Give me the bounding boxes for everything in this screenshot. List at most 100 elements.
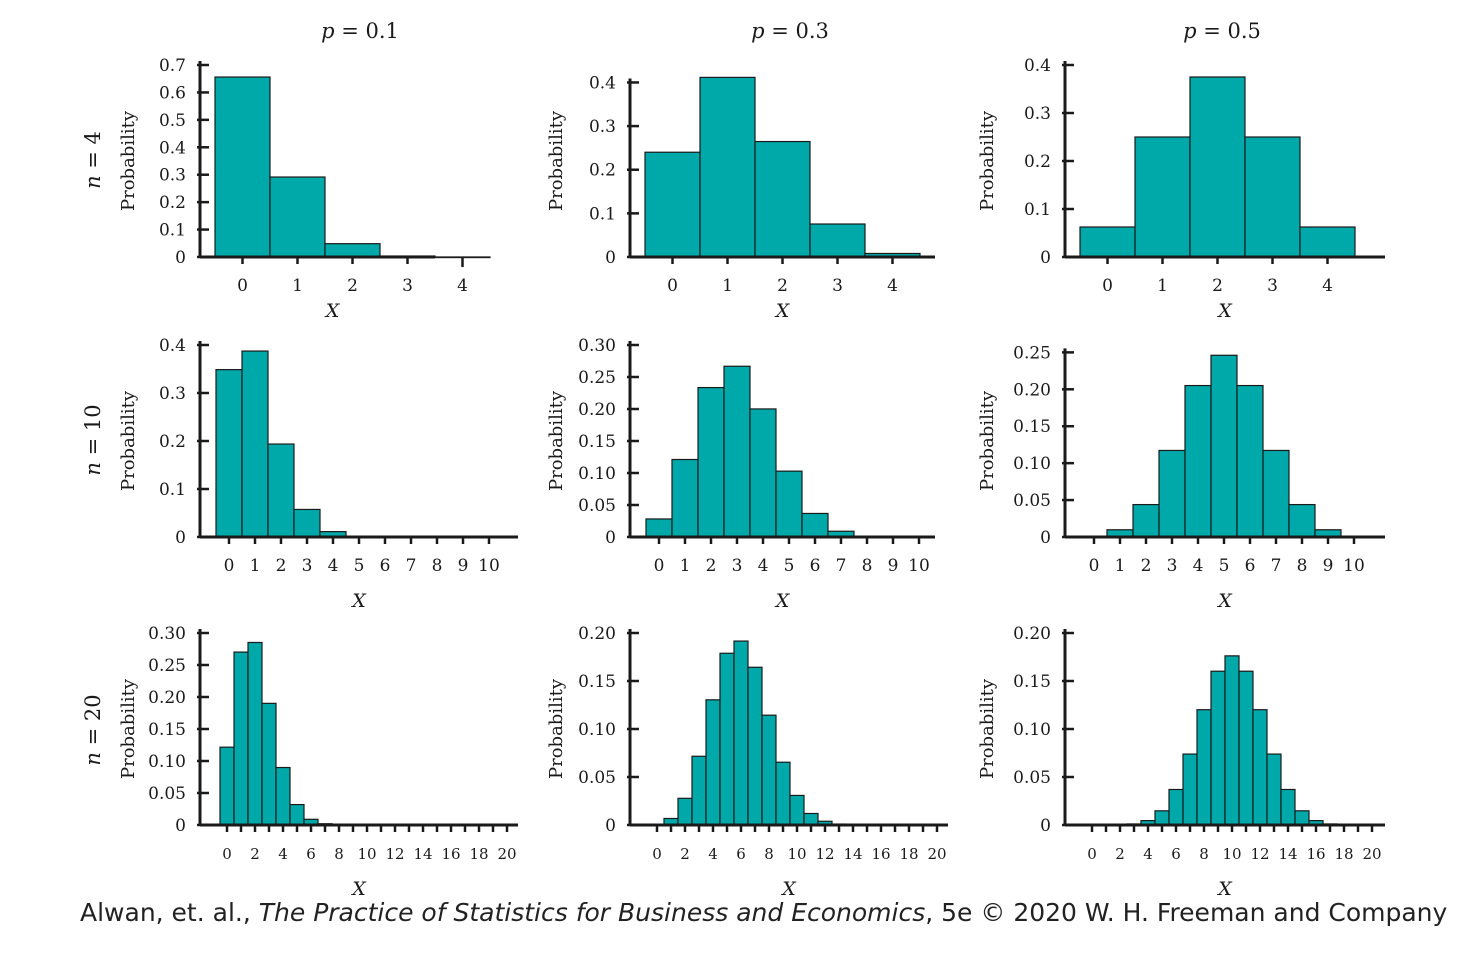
y-tick-label: 0.25 bbox=[578, 368, 616, 388]
x-tick-label: 8 bbox=[1297, 556, 1308, 576]
x-tick-label: 2 bbox=[680, 845, 690, 863]
x-tick-label: 5 bbox=[784, 556, 795, 576]
y-tick-label: 0.1 bbox=[1024, 200, 1051, 220]
bar bbox=[1262, 449, 1290, 538]
y-tick-label: 0.7 bbox=[159, 56, 186, 76]
row-header-3: n = 20 bbox=[81, 694, 105, 765]
bar bbox=[293, 508, 321, 538]
y-tick-label: 0.30 bbox=[148, 624, 186, 644]
y-tick-label: 0.25 bbox=[1013, 343, 1051, 363]
bar bbox=[645, 518, 673, 538]
bar bbox=[761, 714, 777, 826]
y-tick-label: 0.15 bbox=[1013, 672, 1051, 692]
x-tick-label: 6 bbox=[736, 845, 746, 863]
x-tick-label: 4 bbox=[457, 276, 468, 296]
bar bbox=[1132, 503, 1160, 538]
x-tick-label: 5 bbox=[354, 556, 365, 576]
panel-n10-p0.5: 00.050.100.150.200.250 1 2 3 4 5 6 7 8 9 10XProbab… bbox=[977, 343, 1385, 612]
y-tick-label: 0.1 bbox=[159, 480, 186, 500]
bar bbox=[719, 652, 735, 826]
x-tick-label: 9 bbox=[1323, 556, 1334, 576]
bar bbox=[1288, 503, 1316, 538]
y-tick-label: 0.2 bbox=[159, 193, 186, 213]
bar bbox=[747, 666, 763, 826]
bar bbox=[1266, 753, 1282, 826]
y-axis-label: Probability bbox=[977, 110, 998, 211]
x-tick-label: 20 bbox=[497, 845, 516, 863]
x-tick-label: 1 bbox=[1157, 276, 1168, 296]
x-tick-label: 0 bbox=[654, 556, 665, 576]
x-tick-label: 1 bbox=[680, 556, 691, 576]
bar bbox=[289, 803, 305, 826]
x-tick-label: 3 bbox=[402, 276, 413, 296]
bar bbox=[671, 458, 699, 538]
bar bbox=[699, 76, 756, 258]
y-tick-label: 0.25 bbox=[148, 656, 186, 676]
x-tick-label: 18 bbox=[1334, 845, 1353, 863]
y-tick-label: 0.15 bbox=[148, 720, 186, 740]
bar bbox=[1182, 753, 1198, 826]
y-tick-label: 0.15 bbox=[578, 672, 616, 692]
y-tick-label: 0.4 bbox=[159, 138, 186, 158]
bar bbox=[267, 443, 295, 538]
x-tick-label: 8 bbox=[432, 556, 443, 576]
x-tick-label: 4 bbox=[758, 556, 769, 576]
x-tick-label: 4 bbox=[328, 556, 339, 576]
bar bbox=[803, 812, 819, 826]
x-tick-label: 4 bbox=[1193, 556, 1204, 576]
bar bbox=[775, 470, 803, 538]
bar bbox=[1252, 709, 1268, 826]
column-header-1: p = 0.1 bbox=[321, 19, 399, 43]
bar bbox=[723, 365, 751, 538]
x-tick-label: 8 bbox=[764, 845, 774, 863]
credit-authors: Alwan, et. al., bbox=[80, 898, 259, 927]
x-tick-label: 6 bbox=[306, 845, 316, 863]
y-tick-label: 0.5 bbox=[159, 111, 186, 131]
x-tick-label: 0 bbox=[667, 276, 678, 296]
x-tick-label: 4 bbox=[1143, 845, 1153, 863]
x-tick-label: 0 bbox=[237, 276, 248, 296]
bar bbox=[1210, 670, 1226, 826]
y-tick-label: 0.20 bbox=[1013, 380, 1051, 400]
x-axis-label: X bbox=[774, 590, 791, 612]
bar bbox=[1079, 226, 1136, 258]
y-axis-label: Probability bbox=[118, 678, 139, 779]
bar bbox=[275, 766, 291, 826]
panel-n4-p0.1: 0 0.1 0.2 0.3 0.4 0.5 0.6 0.7 0 1 2 3 4 X Probability bbox=[118, 56, 491, 322]
x-tick-label: 1 bbox=[722, 276, 733, 296]
x-tick-label: 10 bbox=[357, 845, 376, 863]
x-tick-label: 9 bbox=[458, 556, 469, 576]
x-tick-label: 6 bbox=[1171, 845, 1181, 863]
bar bbox=[1189, 76, 1246, 258]
y-tick-label: 0.30 bbox=[578, 336, 616, 356]
x-tick-label: 7 bbox=[406, 556, 417, 576]
x-tick-label: 8 bbox=[862, 556, 873, 576]
column-header-2: p = 0.3 bbox=[751, 19, 829, 43]
x-tick-label: 8 bbox=[1199, 845, 1209, 863]
row-header-1: n = 4 bbox=[81, 131, 105, 189]
x-tick-label: 2 bbox=[1212, 276, 1223, 296]
x-tick-label: 6 bbox=[380, 556, 391, 576]
y-tick-label: 0.20 bbox=[578, 624, 616, 644]
x-axis-label: X bbox=[780, 878, 797, 900]
y-tick-label: 0.20 bbox=[148, 688, 186, 708]
bar bbox=[1154, 810, 1170, 826]
x-tick-label: 16 bbox=[871, 845, 890, 863]
x-tick-label: 8 bbox=[334, 845, 344, 863]
y-tick-label: 0 bbox=[175, 248, 186, 268]
y-axis-label: Probability bbox=[546, 678, 567, 779]
x-tick-label: 0 bbox=[1089, 556, 1100, 576]
x-tick-label: 10 bbox=[1222, 845, 1241, 863]
row-header-2: n = 10 bbox=[81, 404, 105, 475]
x-tick-label: 1 bbox=[250, 556, 261, 576]
bar bbox=[705, 699, 721, 826]
bar bbox=[1238, 670, 1254, 826]
y-tick-label: 0.4 bbox=[1024, 56, 1051, 76]
bar bbox=[801, 512, 829, 538]
x-tick-label: 3 bbox=[832, 276, 843, 296]
column-header-3: p = 0.5 bbox=[1183, 19, 1261, 43]
x-tick-label: 14 bbox=[413, 845, 432, 863]
x-tick-label: 10 bbox=[908, 556, 930, 576]
